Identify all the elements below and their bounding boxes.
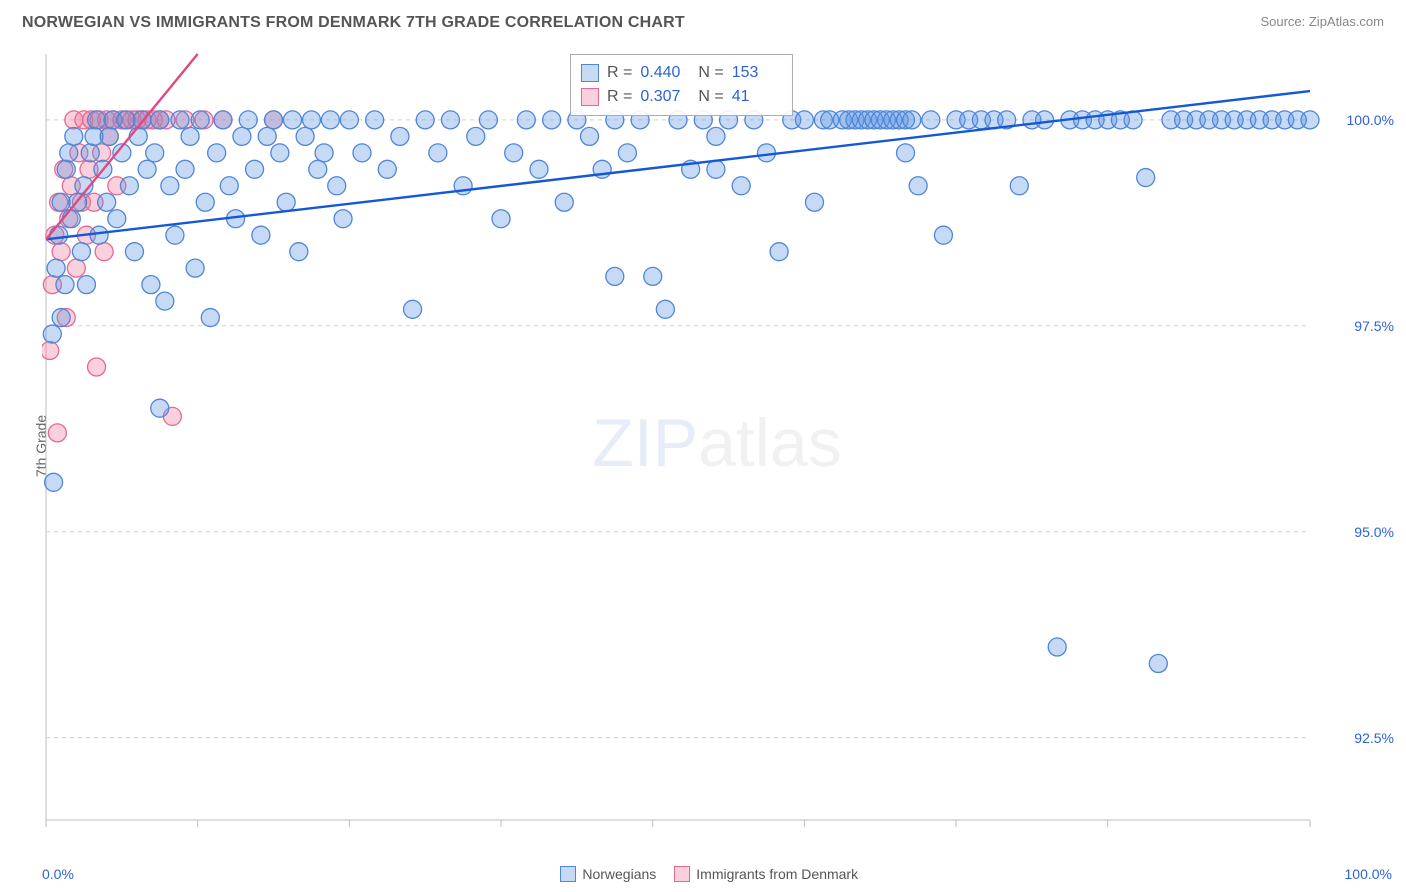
stats-r-label-pink: R = <box>607 85 632 109</box>
source-prefix: Source: <box>1260 14 1308 29</box>
legend-item-pink: Immigrants from Denmark <box>674 866 858 882</box>
x-axis-min-label: 0.0% <box>42 866 74 882</box>
stats-r-label-blue: R = <box>607 61 632 85</box>
chart-title: NORWEGIAN VS IMMIGRANTS FROM DENMARK 7TH… <box>22 14 685 32</box>
chart-source: Source: ZipAtlas.com <box>1260 14 1384 29</box>
stats-row-pink: R = 0.307 N = 41 <box>581 85 782 109</box>
stats-row-blue: R = 0.440 N = 153 <box>581 61 782 85</box>
scatter-plot-svg <box>42 50 1392 836</box>
correlation-stats-box: R = 0.440 N = 153 R = 0.307 N = 41 <box>570 54 793 116</box>
stats-n-value-pink: 41 <box>732 85 782 109</box>
stats-n-label-blue: N = <box>698 61 723 85</box>
y-tick-label: 100.0% <box>1347 112 1394 128</box>
stats-r-value-pink: 0.307 <box>640 85 690 109</box>
legend-label-blue: Norwegians <box>582 866 656 882</box>
chart-area: ZIPatlas 100.0%97.5%95.0%92.5% <box>42 50 1392 836</box>
legend-label-pink: Immigrants from Denmark <box>696 866 858 882</box>
stats-r-value-blue: 0.440 <box>640 61 690 85</box>
legend: Norwegians Immigrants from Denmark <box>560 866 858 882</box>
source-link[interactable]: ZipAtlas.com <box>1309 14 1384 29</box>
stats-swatch-blue <box>581 64 599 82</box>
legend-item-blue: Norwegians <box>560 866 656 882</box>
x-axis-max-label: 100.0% <box>1345 866 1392 882</box>
legend-swatch-blue <box>560 866 576 882</box>
stats-n-label-pink: N = <box>698 85 723 109</box>
y-tick-label: 95.0% <box>1354 524 1394 540</box>
legend-swatch-pink <box>674 866 690 882</box>
y-tick-label: 97.5% <box>1354 318 1394 334</box>
stats-swatch-pink <box>581 88 599 106</box>
y-tick-label: 92.5% <box>1354 730 1394 746</box>
stats-n-value-blue: 153 <box>732 61 782 85</box>
